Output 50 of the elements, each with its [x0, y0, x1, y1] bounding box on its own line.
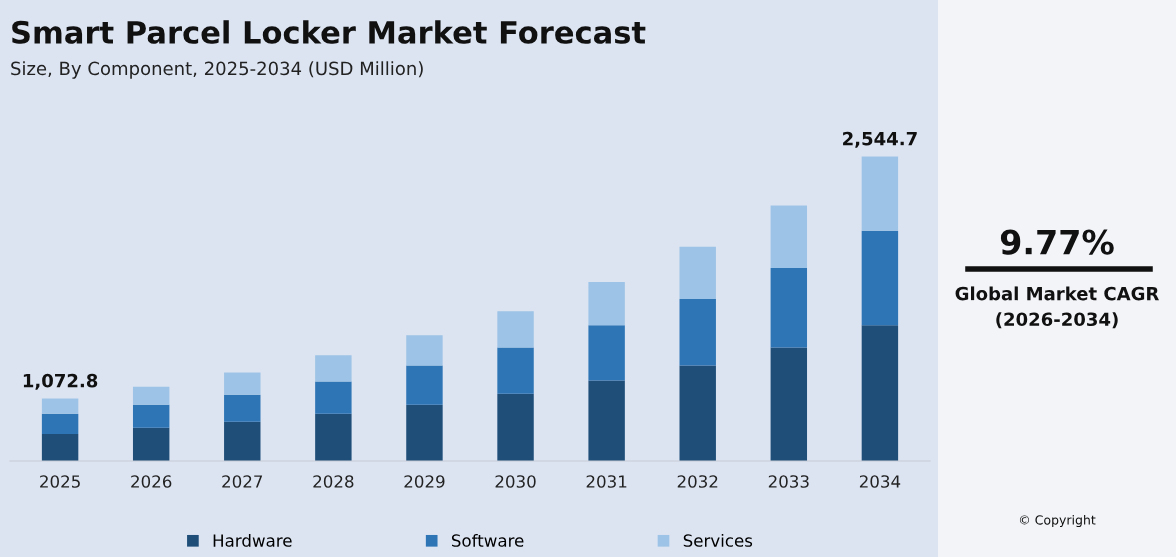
text: Global Market CAGR (2026-2034)	[955, 286, 1159, 329]
bar	[679, 299, 716, 366]
text: 9.77%	[1000, 229, 1114, 255]
bar	[41, 413, 79, 434]
bar	[406, 365, 443, 405]
legend-label: Services	[683, 533, 753, 547]
bar	[679, 365, 716, 461]
bar	[41, 398, 79, 414]
bar	[315, 413, 352, 461]
bar	[770, 267, 808, 348]
bar	[861, 156, 899, 231]
text: © Copyright	[1019, 514, 1096, 528]
bar	[132, 386, 170, 405]
annotation: 1,072.8	[23, 373, 98, 390]
bar	[497, 311, 534, 348]
legend-label: Hardware	[213, 533, 292, 547]
bar	[41, 433, 79, 461]
bar	[315, 381, 352, 414]
bar	[770, 347, 808, 461]
bar	[406, 335, 443, 366]
x-tick-label: 2026	[131, 475, 172, 488]
bar	[132, 404, 170, 428]
bar	[224, 394, 261, 422]
bar	[588, 281, 625, 326]
bar	[497, 393, 534, 461]
bar	[861, 325, 899, 461]
x-tick-label: 2025	[40, 475, 80, 488]
x-tick-label: 2029	[404, 475, 445, 488]
bar	[861, 230, 899, 326]
bar	[315, 355, 352, 382]
x-tick-label: 2032	[677, 475, 718, 488]
x-tick-label: 2033	[768, 475, 809, 488]
bar	[588, 380, 625, 461]
bar	[770, 205, 808, 268]
bar	[132, 427, 170, 461]
annotation: 2,544.7	[843, 131, 917, 148]
chart-title: Smart Parcel Locker Market Forecast	[12, 20, 646, 44]
bar	[588, 325, 625, 381]
bar	[224, 421, 261, 461]
x-tick-label: 2031	[586, 475, 627, 488]
bar	[497, 347, 534, 394]
legend-label: Software	[451, 533, 524, 547]
x-tick-label: 2027	[222, 475, 263, 488]
bar	[406, 404, 443, 461]
x-tick-label: 2034	[859, 475, 901, 488]
x-tick-label: 2030	[495, 475, 536, 488]
x-tick-label: 2028	[313, 475, 354, 488]
bar	[679, 246, 716, 300]
bar	[224, 372, 261, 395]
chart-subtitle: Size, By Component, 2025-2034 (USD Million)	[11, 61, 423, 79]
